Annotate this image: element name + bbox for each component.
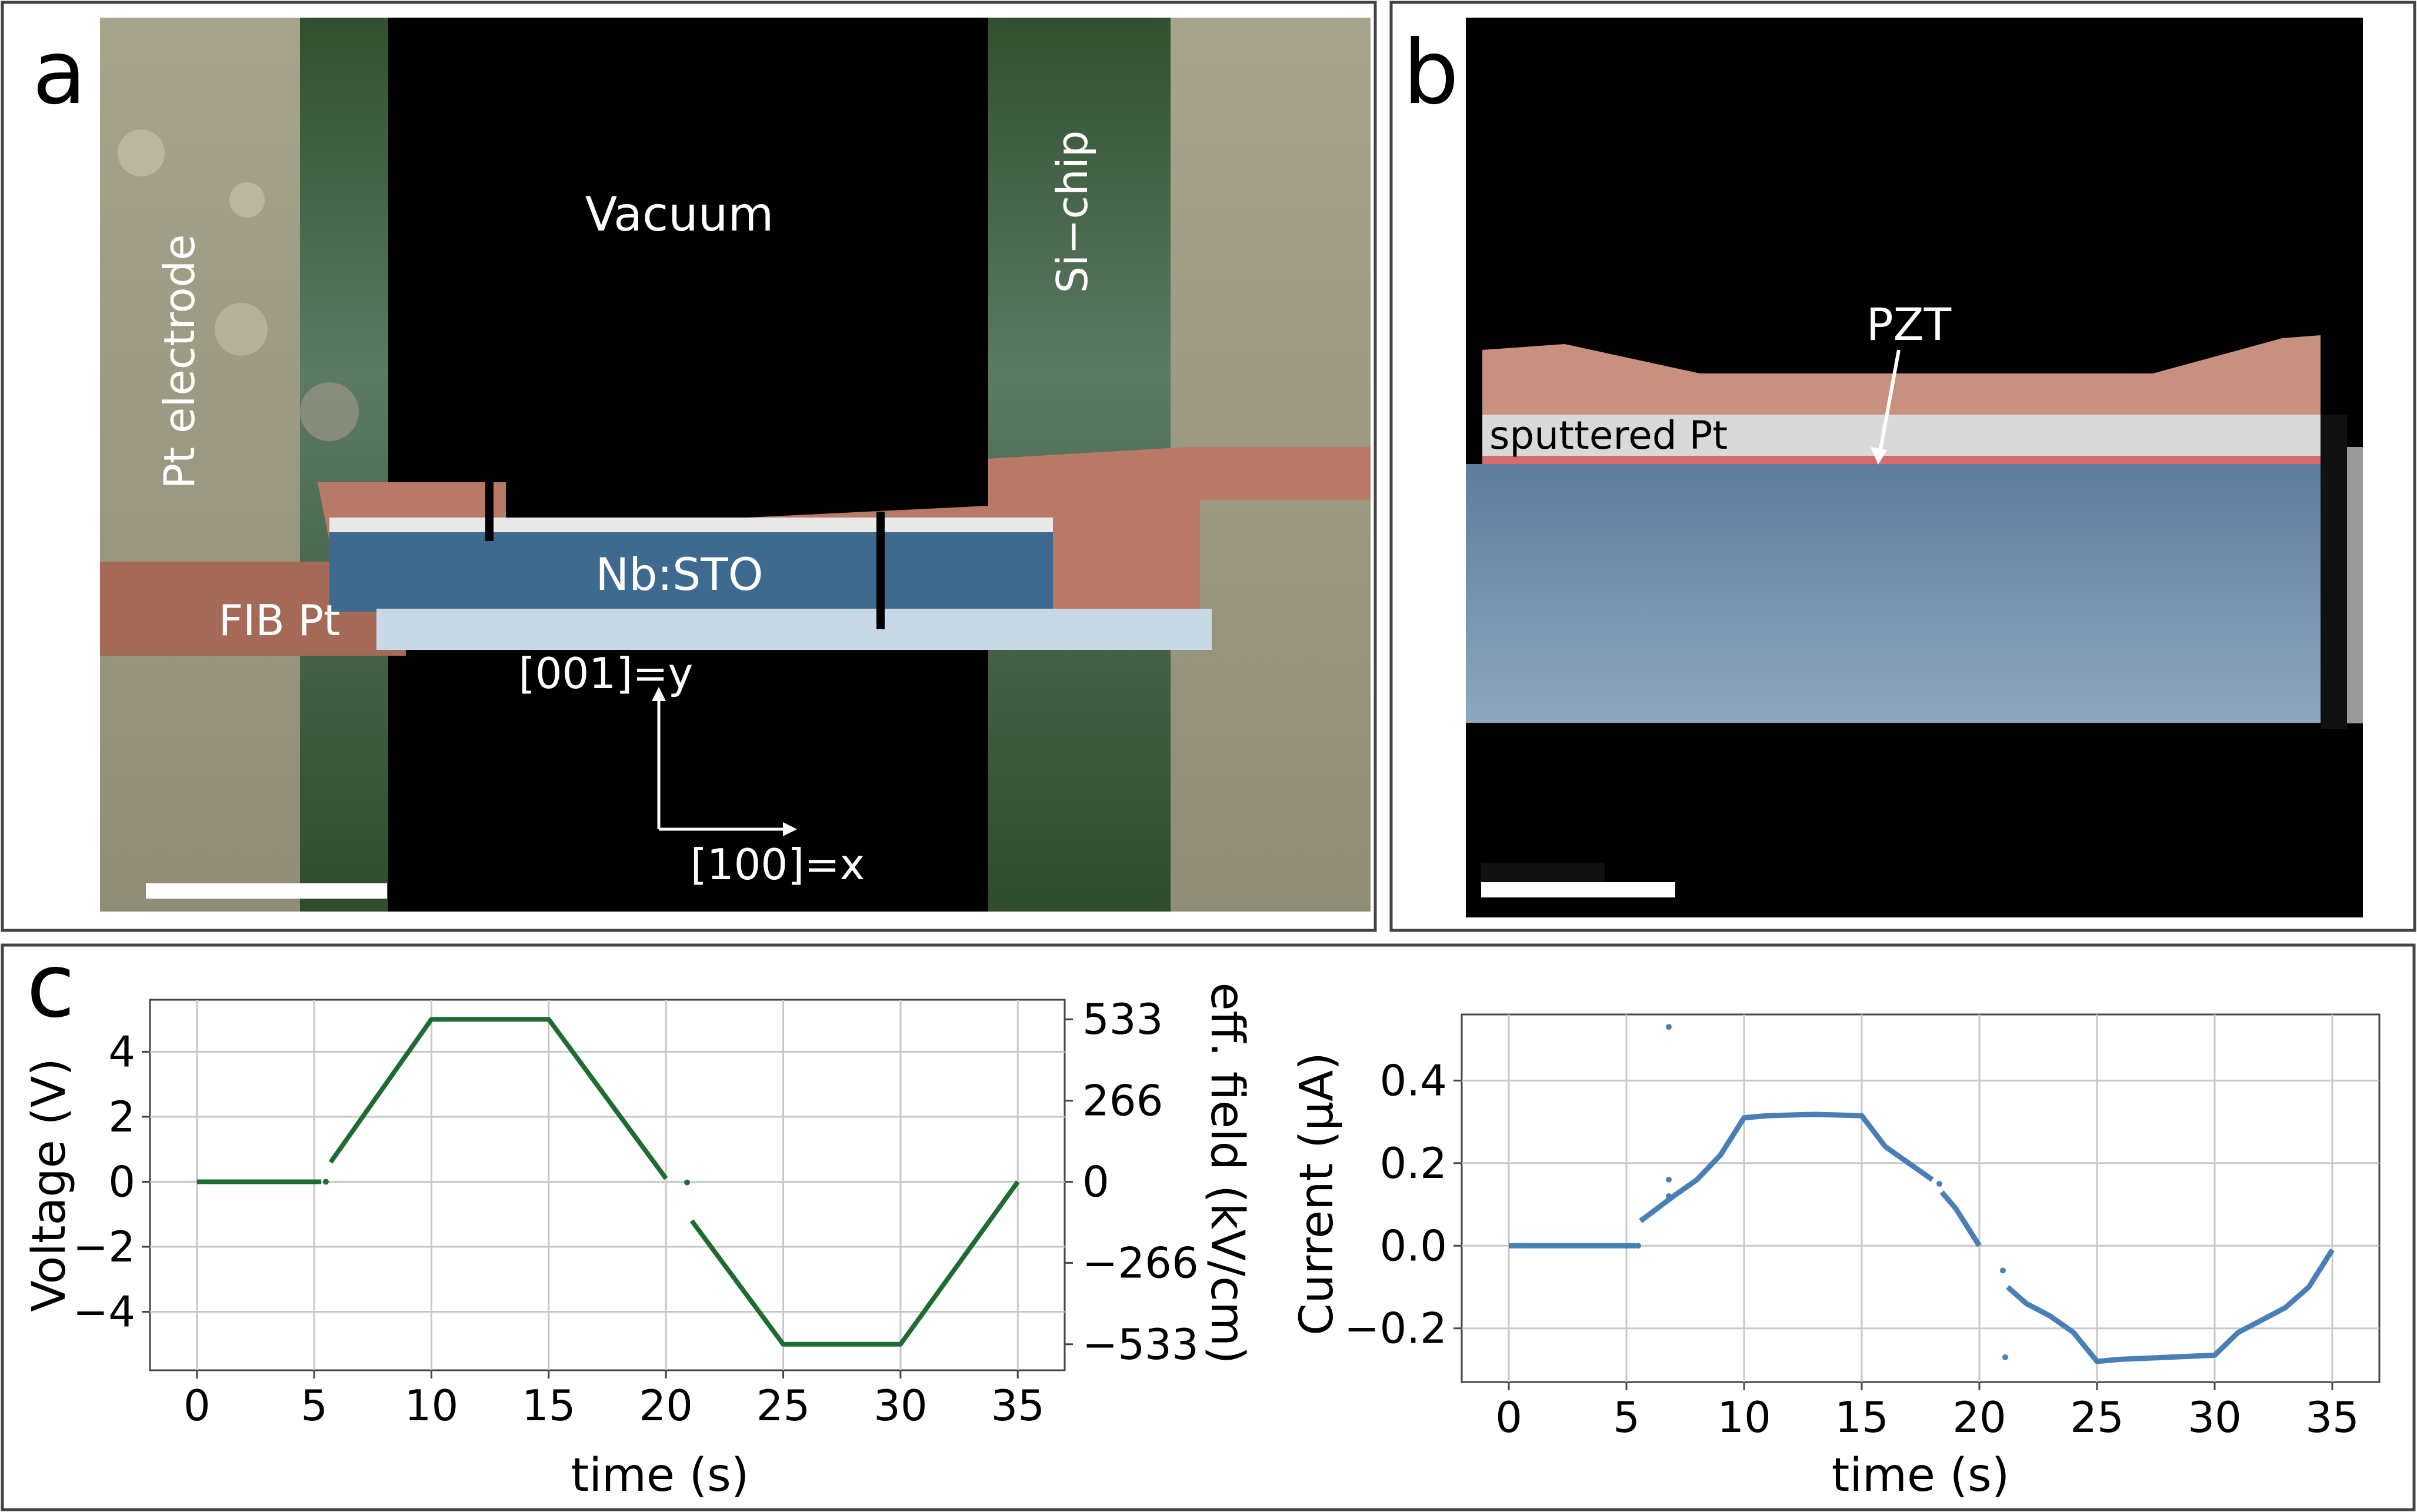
side-edge-gray <box>2347 447 2363 723</box>
label-pt-electrode: Pt electrode <box>155 234 204 489</box>
x-tick-label: 5 <box>1613 1393 1640 1442</box>
series-line <box>328 1017 668 1180</box>
data-point <box>1936 1180 1942 1187</box>
panel-a: a Vacuum Pt electrode Si−chip Nb:STO FIB… <box>1 1 1377 932</box>
ticks: 0 5 10 15 20 25 30 35 0.4 0.2 0.0 −0.2 <box>1344 1056 2359 1442</box>
pt-layer <box>318 447 1371 635</box>
y-tick-label-right: 266 <box>1082 1076 1163 1126</box>
label-axis-y: [001]=y <box>519 649 694 698</box>
y-tick-label: 4 <box>108 1027 135 1076</box>
x-tick-label: 15 <box>522 1381 576 1430</box>
y-tick-label: 2 <box>108 1092 135 1141</box>
data-point <box>323 1179 329 1185</box>
panel-b: b PZT sputtered Pt <box>1389 1 2416 932</box>
y-axis-label: Voltage (V) <box>23 1058 76 1312</box>
y-tick-label: 0.2 <box>1379 1139 1447 1188</box>
label-sputtered-pt: sputtered Pt <box>1489 413 1728 458</box>
grid <box>150 1000 1065 1370</box>
label-nb-sto: Nb:STO <box>595 548 763 600</box>
pzt-arrowhead <box>1871 447 1887 465</box>
nb-sto-bar <box>329 529 1053 612</box>
label-vacuum: Vacuum <box>585 187 774 242</box>
x-tick-label: 20 <box>1952 1393 2006 1442</box>
debris <box>215 303 268 356</box>
x-axis-label: time (s) <box>1832 1449 2010 1502</box>
x-tick-label: 30 <box>874 1381 928 1430</box>
chart-current: 0 5 10 15 20 25 30 35 0.4 0.2 0.0 −0.2 time (s) Cur… <box>1291 1013 2381 1502</box>
substrate-layer <box>1466 464 2321 723</box>
y-tick-label-right: −266 <box>1082 1238 1199 1287</box>
scale-bar-b <box>1481 882 1675 897</box>
series-line <box>2006 1248 2335 1364</box>
data <box>196 1017 1020 1347</box>
y-tick-label: 0.4 <box>1379 1056 1447 1105</box>
pzt-top-layer <box>1482 335 2321 415</box>
y-axis-label: Current (μA) <box>1291 1052 1343 1336</box>
x-tick-label: 0 <box>184 1381 211 1430</box>
y-tick-label: −2 <box>73 1222 135 1271</box>
data-point <box>1666 1193 1672 1199</box>
y-tick-label: 0 <box>108 1157 135 1206</box>
label-si-chip: Si−chip <box>1048 131 1097 293</box>
x-tick-label: 10 <box>1717 1393 1771 1442</box>
series-line <box>1939 1190 1982 1247</box>
y-tick-label: −4 <box>73 1287 135 1337</box>
axis-y-arrowhead <box>652 687 666 701</box>
y-tick-label: −0.2 <box>1344 1304 1447 1353</box>
pzt-arrow <box>1878 349 1901 456</box>
nb-sto-bottom <box>376 609 1212 650</box>
x-axis-label: time (s) <box>571 1449 749 1502</box>
x-tick-label: 30 <box>2188 1393 2242 1442</box>
si-chip-left-region <box>300 18 388 912</box>
side-edge <box>2321 415 2347 729</box>
label-fib-pt: FIB Pt <box>219 596 341 645</box>
x-tick-label: 15 <box>1835 1393 1889 1442</box>
debris <box>300 382 359 441</box>
pzt-line <box>1482 456 2321 464</box>
scale-bar-b-black <box>1481 863 1605 882</box>
y-tick-label-right: −533 <box>1082 1320 1199 1369</box>
sputtered-pt-layer <box>1482 415 2321 456</box>
x-tick-label: 20 <box>639 1381 693 1430</box>
data-point <box>2000 1267 2006 1274</box>
y-axis-label-right: eff. field (kV/cm) <box>1201 983 1253 1364</box>
debris <box>229 182 265 218</box>
data-point <box>1666 1024 1672 1030</box>
y-tick-label-right: 533 <box>1082 994 1163 1044</box>
panel-a-letter: a <box>32 22 86 124</box>
data-point <box>2002 1354 2008 1360</box>
x-tick-label: 25 <box>756 1381 811 1430</box>
label-pzt: PZT <box>1866 298 1952 351</box>
data-point <box>1635 1243 1641 1249</box>
plot-area <box>149 999 1066 1371</box>
panel-b-letter: b <box>1403 22 1459 124</box>
plot-area <box>1461 1013 2381 1383</box>
fib-cut <box>485 482 494 541</box>
x-tick-label: 35 <box>2305 1393 2359 1442</box>
y-tick-label-right: 0 <box>1082 1157 1109 1206</box>
white-stripe <box>329 518 1053 532</box>
data-point <box>684 1179 691 1186</box>
x-tick-label: 0 <box>1495 1393 1522 1442</box>
x-tick-label: 5 <box>301 1381 328 1430</box>
axis-x-arrowhead <box>783 822 797 836</box>
fib-cut <box>876 512 885 629</box>
panel-c-letter: c <box>26 935 75 1037</box>
x-tick-label: 25 <box>2070 1393 2124 1442</box>
data <box>1509 1024 2335 1364</box>
scale-bar-a <box>146 883 387 899</box>
x-tick-label: 35 <box>991 1381 1045 1430</box>
vacuum-region <box>388 18 988 912</box>
series-line <box>689 1180 1020 1347</box>
label-axis-x: [100]=x <box>691 840 865 889</box>
series-line <box>1639 1112 1934 1223</box>
y-tick-label: 0.0 <box>1379 1221 1447 1270</box>
debris <box>118 129 165 176</box>
data-point <box>1666 1176 1672 1183</box>
x-tick-label: 10 <box>405 1381 459 1430</box>
